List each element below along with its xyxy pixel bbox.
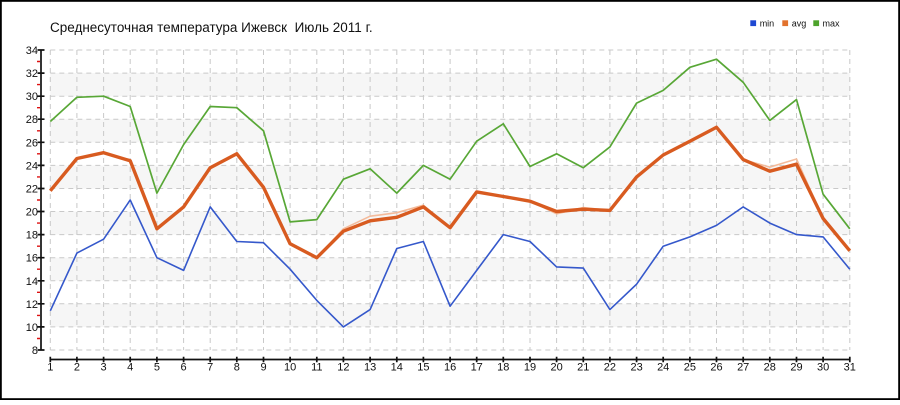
svg-text:29: 29 [790,362,802,374]
svg-text:19: 19 [524,362,536,374]
svg-text:1: 1 [47,362,53,374]
svg-text:14: 14 [391,362,403,374]
svg-text:min: min [760,19,775,29]
svg-text:26: 26 [26,137,38,149]
svg-text:Среднесуточная температура Иже: Среднесуточная температура Ижевск Июль 2… [50,20,373,35]
svg-text:14: 14 [26,276,38,288]
svg-text:16: 16 [26,253,38,265]
svg-text:28: 28 [26,114,38,126]
svg-text:20: 20 [550,362,562,374]
svg-text:26: 26 [710,362,722,374]
svg-text:13: 13 [364,362,376,374]
svg-text:34: 34 [26,45,38,57]
svg-text:31: 31 [844,362,856,374]
svg-text:17: 17 [471,362,483,374]
svg-text:8: 8 [32,345,38,357]
svg-text:3: 3 [101,362,107,374]
svg-text:25: 25 [684,362,696,374]
svg-text:22: 22 [604,362,616,374]
svg-text:15: 15 [417,362,429,374]
svg-text:max: max [823,19,841,29]
svg-text:28: 28 [764,362,776,374]
svg-text:5: 5 [154,362,160,374]
svg-text:27: 27 [737,362,749,374]
svg-text:6: 6 [181,362,187,374]
svg-text:32: 32 [26,68,38,80]
svg-text:30: 30 [817,362,829,374]
svg-text:8: 8 [234,362,240,374]
svg-text:30: 30 [26,91,38,103]
svg-text:16: 16 [444,362,456,374]
svg-text:22: 22 [26,184,38,196]
svg-text:23: 23 [630,362,642,374]
svg-text:24: 24 [26,160,38,172]
svg-text:4: 4 [127,362,133,374]
svg-text:18: 18 [497,362,509,374]
svg-text:21: 21 [577,362,589,374]
svg-text:18: 18 [26,230,38,242]
svg-text:11: 11 [311,362,322,374]
svg-text:10: 10 [284,362,296,374]
svg-text:7: 7 [207,362,213,374]
svg-text:avg: avg [792,19,807,29]
svg-text:12: 12 [26,299,38,311]
svg-text:2: 2 [74,362,80,374]
svg-text:20: 20 [26,207,38,219]
svg-text:10: 10 [26,322,38,334]
svg-text:12: 12 [337,362,349,374]
svg-text:24: 24 [657,362,669,374]
svg-text:9: 9 [260,362,266,374]
